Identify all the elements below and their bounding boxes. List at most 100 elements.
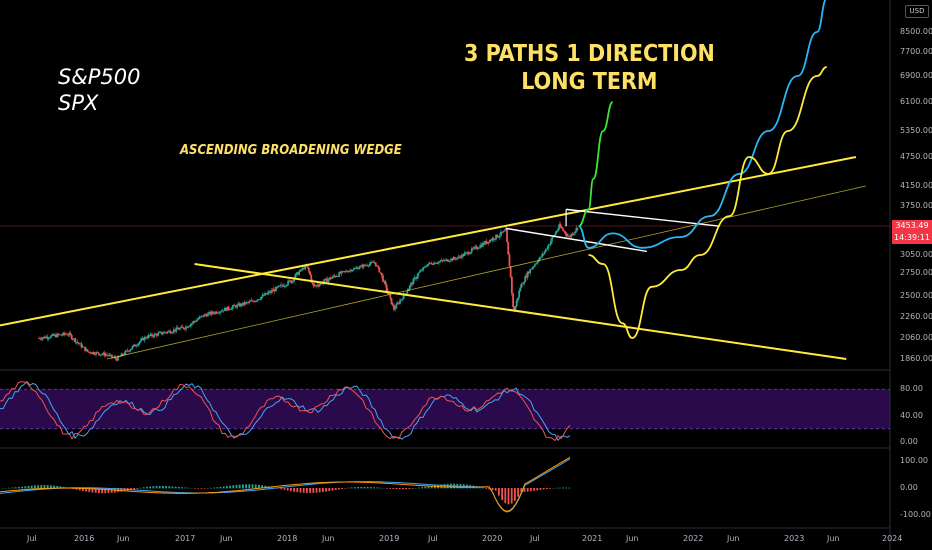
macd-histogram-bar (165, 486, 167, 489)
candle-body (140, 339, 142, 342)
candle-body (251, 300, 254, 302)
candle-body (81, 346, 84, 348)
candle-body (213, 313, 215, 314)
candle-body (316, 285, 319, 286)
candle-body (76, 341, 79, 343)
macd-histogram-bar (283, 488, 286, 490)
candle-body (214, 311, 217, 314)
macd-histogram-bar (27, 485, 30, 489)
projection-path-green (578, 101, 614, 228)
candle-body (216, 312, 219, 314)
candle-body (244, 302, 247, 305)
candle-body (490, 239, 493, 241)
candle-body (114, 357, 117, 359)
candle-body (72, 339, 74, 340)
y-tick-label: 2750.00 (900, 268, 932, 277)
candle-body (559, 224, 562, 228)
macd-histogram-bar (398, 488, 401, 490)
macd-histogram-bar (565, 487, 567, 489)
macd-histogram-bar (85, 488, 87, 492)
candle-body (419, 270, 422, 272)
macd-histogram-bar (338, 488, 340, 490)
candle-body (487, 241, 490, 243)
candle-body (210, 311, 213, 315)
candle-body (548, 244, 551, 246)
macd-histogram-bar (312, 488, 315, 493)
x-tick-label: 2020 (482, 534, 503, 543)
candle-body (388, 293, 390, 296)
x-tick-label: Jun (827, 534, 840, 543)
macd-histogram-bar (78, 488, 81, 491)
candle-body (429, 262, 432, 264)
symbol-label: S&P500 SPX (58, 64, 140, 116)
x-tick-label: Jun (727, 534, 740, 543)
candle-body (276, 286, 279, 288)
candle-body (495, 234, 497, 240)
rsi-band (0, 389, 890, 429)
candle-body (369, 262, 372, 264)
candle-body (448, 260, 451, 262)
candle-body (248, 301, 251, 303)
candle-body (350, 269, 353, 272)
candle-body (169, 330, 172, 334)
candle-body (510, 276, 513, 294)
candle-body (501, 231, 504, 233)
candle-body (136, 345, 139, 346)
candle-body (446, 259, 449, 262)
candle-body (558, 224, 561, 229)
candle-body (441, 260, 444, 262)
candle-body (175, 327, 178, 332)
candle-body (340, 271, 343, 274)
macd-histogram-bar (184, 487, 187, 489)
candle-body (138, 341, 141, 344)
candle-body (434, 262, 437, 264)
candle-body (256, 299, 259, 301)
macd-histogram-bar (478, 486, 481, 489)
macd-histogram-bar (405, 488, 407, 490)
candle-body (90, 353, 93, 354)
macd-histogram-bar (296, 488, 299, 493)
candle-body (500, 231, 502, 236)
macd-histogram-bar (293, 488, 295, 492)
candle-body (569, 236, 572, 237)
candle-body (91, 351, 94, 354)
macd-histogram-bar (178, 486, 180, 489)
candle-body (462, 254, 465, 256)
macd-histogram-bar (155, 486, 158, 489)
candle-body (568, 235, 570, 237)
macd-histogram-bar (280, 488, 283, 490)
candle-body (532, 266, 535, 268)
macd-histogram-bar (402, 488, 404, 490)
macd-histogram-bar (18, 486, 20, 489)
candle-body (498, 235, 501, 237)
macd-histogram-bar (174, 486, 177, 489)
currency-button[interactable]: USD (905, 5, 929, 18)
y-tick-label: 4150.00 (900, 181, 932, 190)
candle-body (457, 256, 460, 259)
candle-body (509, 266, 512, 277)
macd-histogram-bar (235, 484, 238, 489)
macd-histogram-bar (46, 485, 49, 489)
candle-body (39, 338, 42, 339)
candle-body (445, 259, 448, 261)
macd-histogram-bar (197, 488, 199, 489)
candle-body (436, 262, 439, 264)
macd-histogram-bar (504, 488, 507, 504)
macd-histogram-bar (30, 485, 33, 489)
candle-body (371, 262, 373, 263)
candle-body (502, 231, 505, 233)
candle-body (100, 354, 102, 356)
macd-histogram-bar (386, 488, 388, 489)
macd-histogram-bar (139, 487, 142, 489)
candle-body (563, 230, 566, 232)
candle-body (295, 272, 298, 275)
macd-histogram-bar (50, 485, 52, 489)
candle-body (452, 257, 455, 261)
candle-body (557, 228, 559, 231)
candle-body (414, 277, 417, 279)
candle-body (326, 278, 328, 283)
macd-histogram-bar (376, 487, 379, 489)
candle-body (552, 236, 555, 238)
candle-body (410, 283, 412, 286)
